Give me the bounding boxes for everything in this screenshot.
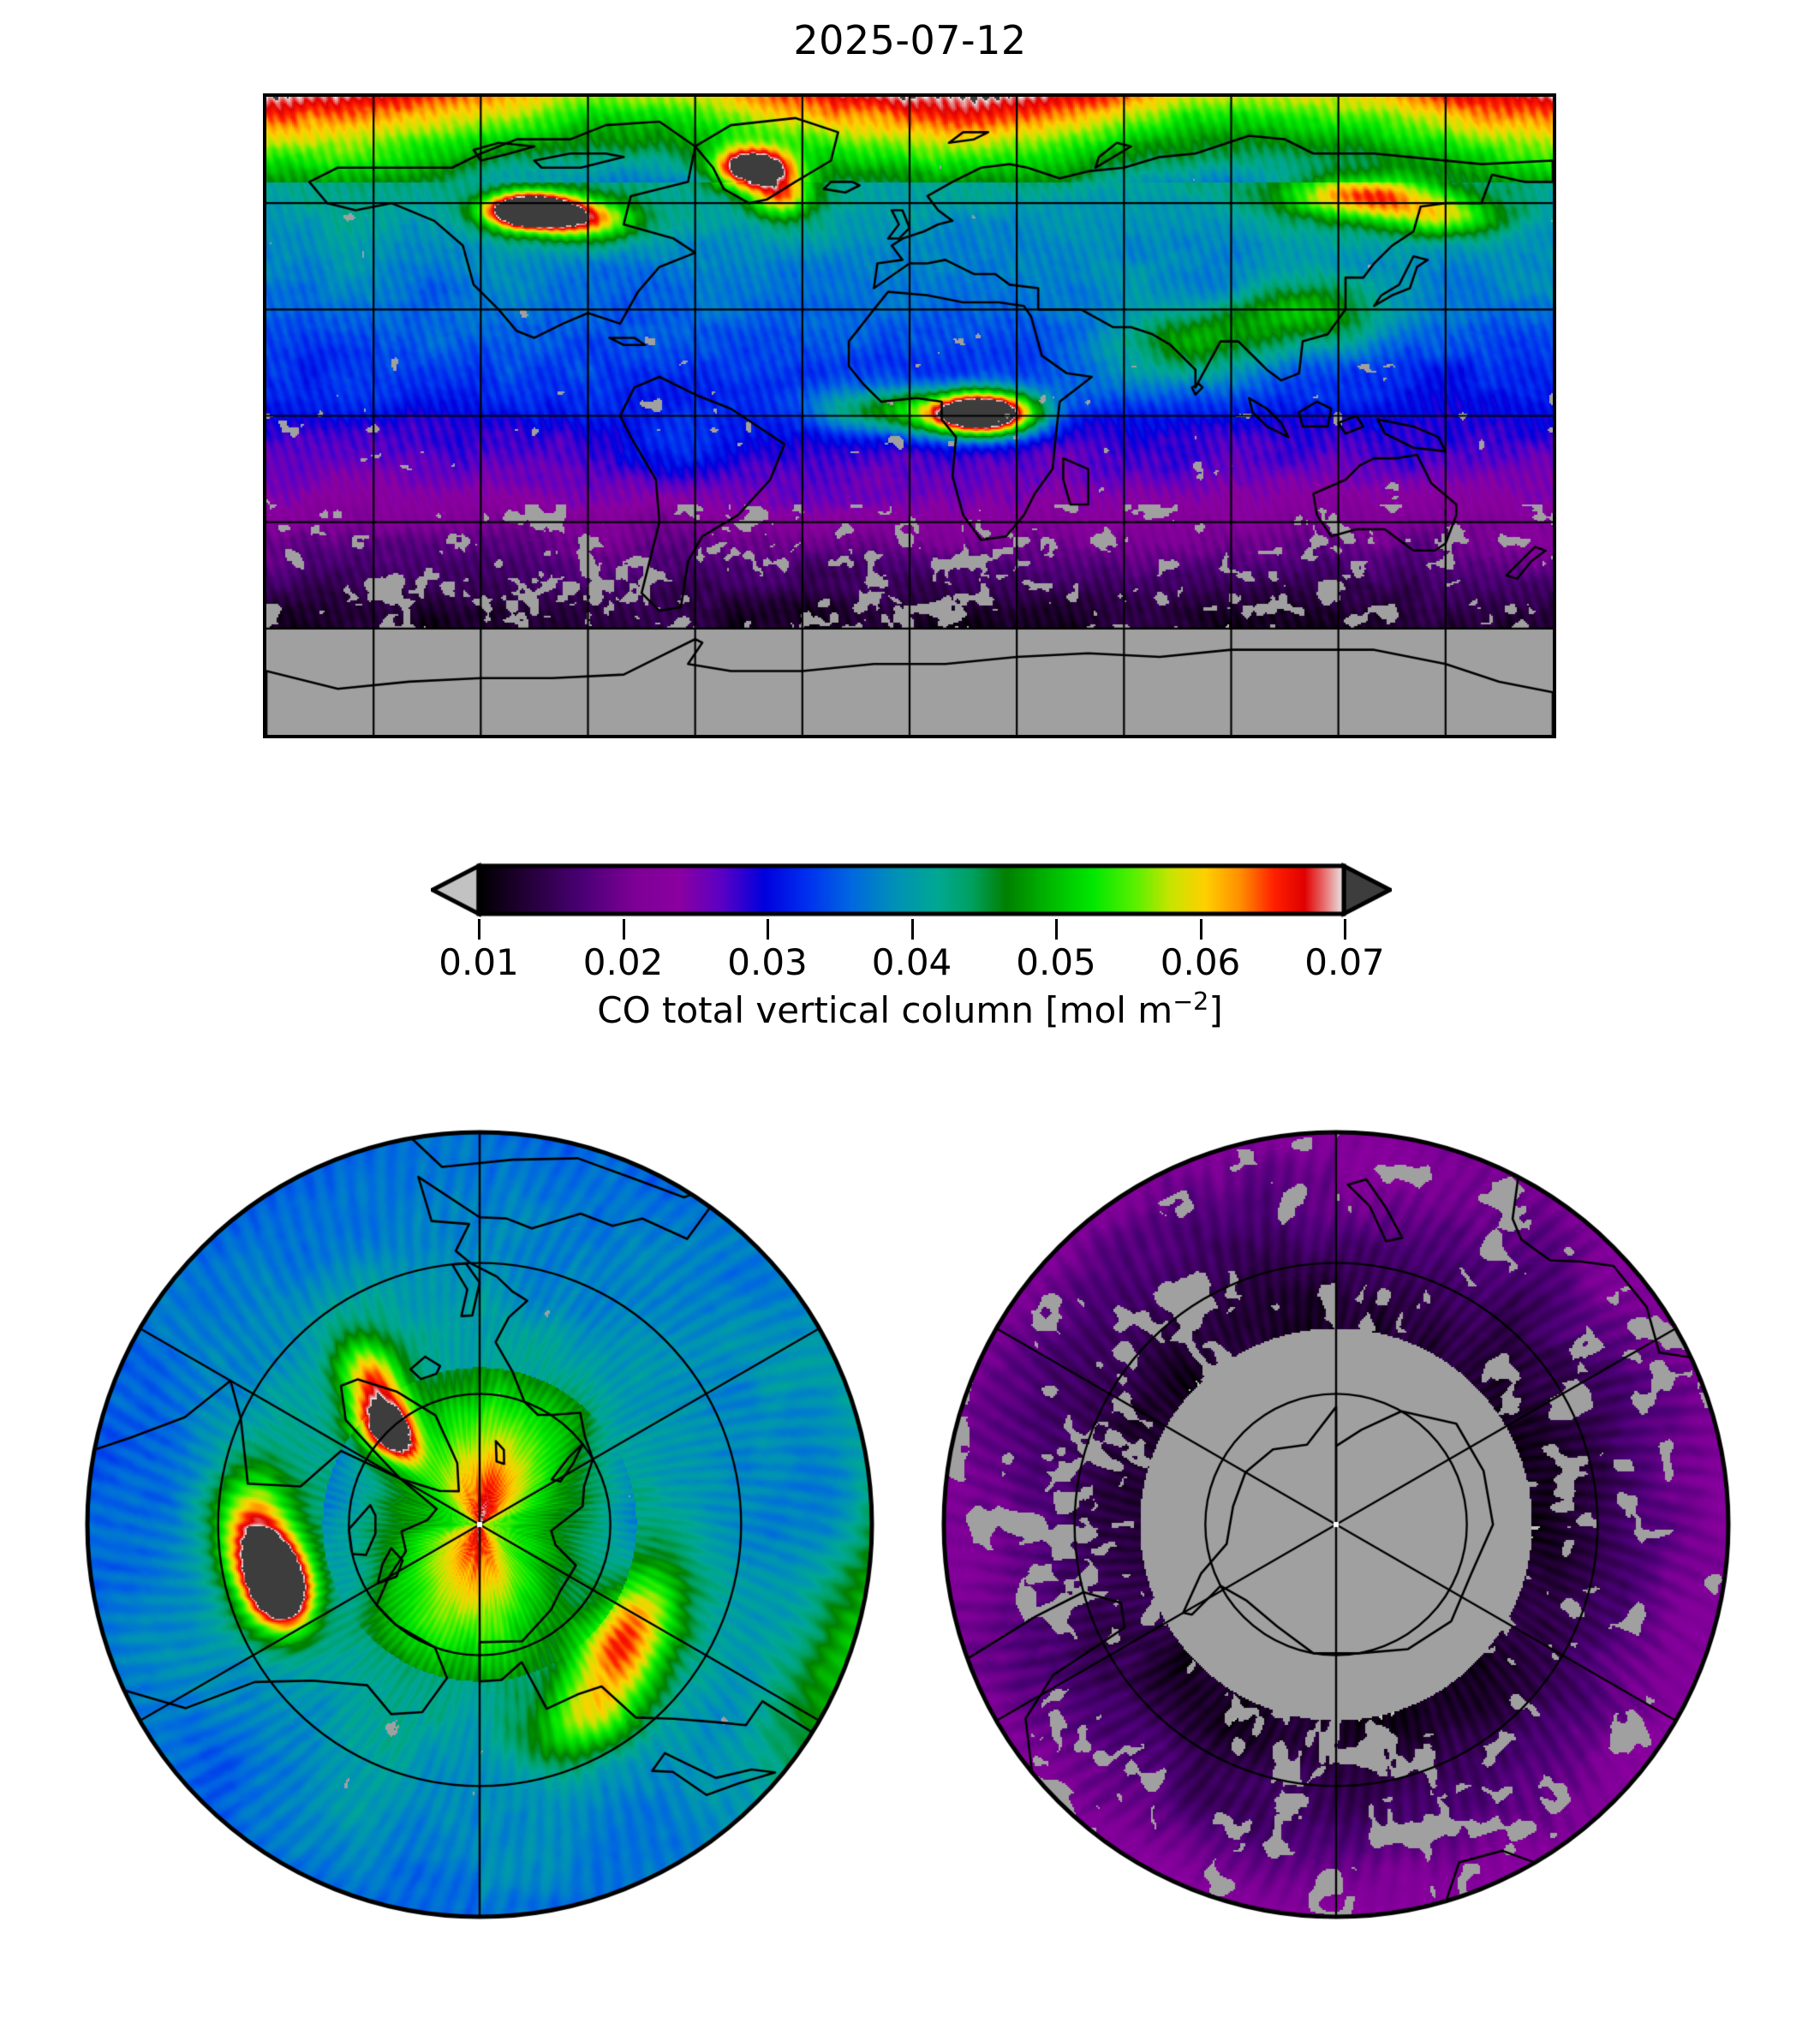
colorbar-tick-mark: [1055, 919, 1058, 940]
colorbar-tick-mark: [1199, 919, 1202, 940]
colorbar-tick-label: 0.02: [582, 941, 664, 983]
colorbar-tick-marks: [478, 919, 1346, 940]
colorbar-tick-label: 0.04: [871, 941, 952, 983]
global-map-panel[interactable]: [263, 93, 1556, 738]
colorbar-tick-labels: 0.01 0.02 0.03 0.04 0.05 0.06 0.07: [439, 941, 1385, 984]
colorbar-tick-label: 0.03: [727, 941, 808, 983]
colorbar-tick-label: 0.01: [439, 941, 519, 983]
colorbar-tick-mark: [910, 919, 914, 940]
global-map-image: [266, 97, 1553, 735]
colorbar-tick-mark: [478, 919, 480, 940]
colorbar-axis-label: CO total vertical column [mol m−2]: [597, 987, 1223, 1031]
page-title: 2025-07-12: [793, 17, 1027, 63]
colorbar-label-exponent: −2: [1173, 987, 1209, 1016]
colorbar-tick-label: 0.05: [1016, 941, 1096, 983]
colorbar-tick-label: 0.06: [1160, 941, 1241, 983]
south-polar-map-image: [925, 1113, 1747, 1936]
colorbar-tick-label: 0.07: [1304, 941, 1385, 983]
colorbar-tick-mark: [1344, 919, 1346, 940]
colorbar-tick-mark: [622, 919, 625, 940]
colorbar-tick-mark: [767, 919, 769, 940]
north-polar-map-panel[interactable]: [69, 1113, 891, 1936]
south-polar-map-panel[interactable]: [925, 1113, 1747, 1936]
north-polar-map-image: [69, 1113, 891, 1936]
colorbar-canvas: [431, 861, 1392, 919]
colorbar: 0.01 0.02 0.03 0.04 0.05 0.06 0.07 CO total ve…: [0, 852, 1820, 1036]
colorbar-gradient[interactable]: [431, 861, 1392, 919]
